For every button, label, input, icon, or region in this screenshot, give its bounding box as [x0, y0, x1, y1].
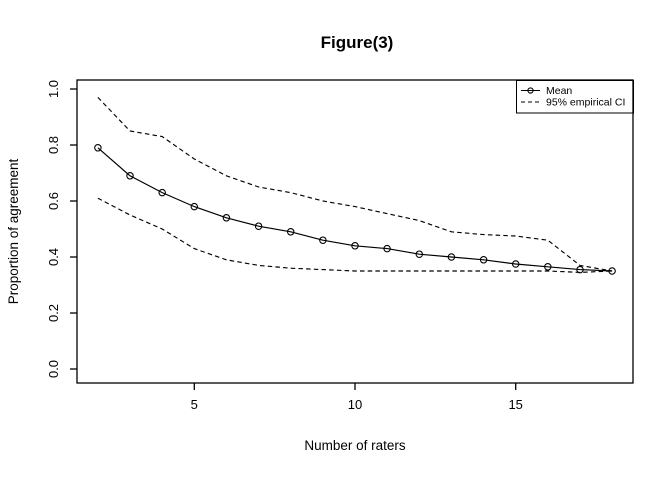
y-tick-label: 1.0 — [46, 80, 61, 98]
plot-area: 5 10 15 0.0 0.2 0.4 0.6 0.8 1.0 — [46, 79, 634, 412]
data-point-marker — [254, 222, 263, 230]
legend-label-ci: 95% empirical CI — [546, 97, 625, 109]
plot-border — [76, 79, 634, 384]
x-tick-label: 10 — [348, 397, 362, 412]
y-tick-label: 0.6 — [46, 192, 61, 210]
legend-box — [516, 80, 634, 114]
data-point-marker — [190, 202, 199, 211]
y-tick-label: 0.0 — [46, 360, 61, 378]
legend: Mean 95% empirical CI — [516, 80, 634, 114]
y-tick-label: 0.4 — [46, 248, 61, 266]
data-point-marker — [319, 236, 327, 244]
x-tick-label: 15 — [508, 397, 522, 412]
data-point-marker — [351, 242, 359, 250]
y-tick-label: 0.8 — [46, 136, 61, 154]
ci-line — [97, 197, 613, 273]
data-point-marker — [94, 144, 102, 152]
data-point-marker — [479, 256, 488, 264]
data-point-marker — [383, 244, 391, 253]
x-tick-label: 5 — [191, 397, 198, 412]
data-point-marker — [511, 260, 520, 268]
legend-label-mean: Mean — [546, 85, 572, 97]
y-axis-label: Proportion of agreement — [6, 158, 21, 304]
data-point-marker — [222, 214, 231, 222]
mean-line — [97, 147, 613, 272]
data-point-marker — [158, 188, 166, 197]
ci-line — [97, 97, 613, 272]
chart-title: Figure(3) — [321, 33, 394, 52]
data-point-marker — [447, 253, 456, 261]
data-point-marker — [126, 172, 134, 180]
data-point-marker — [415, 250, 424, 258]
data-point-marker — [286, 228, 295, 236]
data-point-marker — [544, 263, 552, 271]
y-tick-label: 0.2 — [46, 304, 61, 322]
legend-mean-sample-icon — [521, 87, 540, 94]
x-axis-label: Number of raters — [304, 438, 406, 453]
